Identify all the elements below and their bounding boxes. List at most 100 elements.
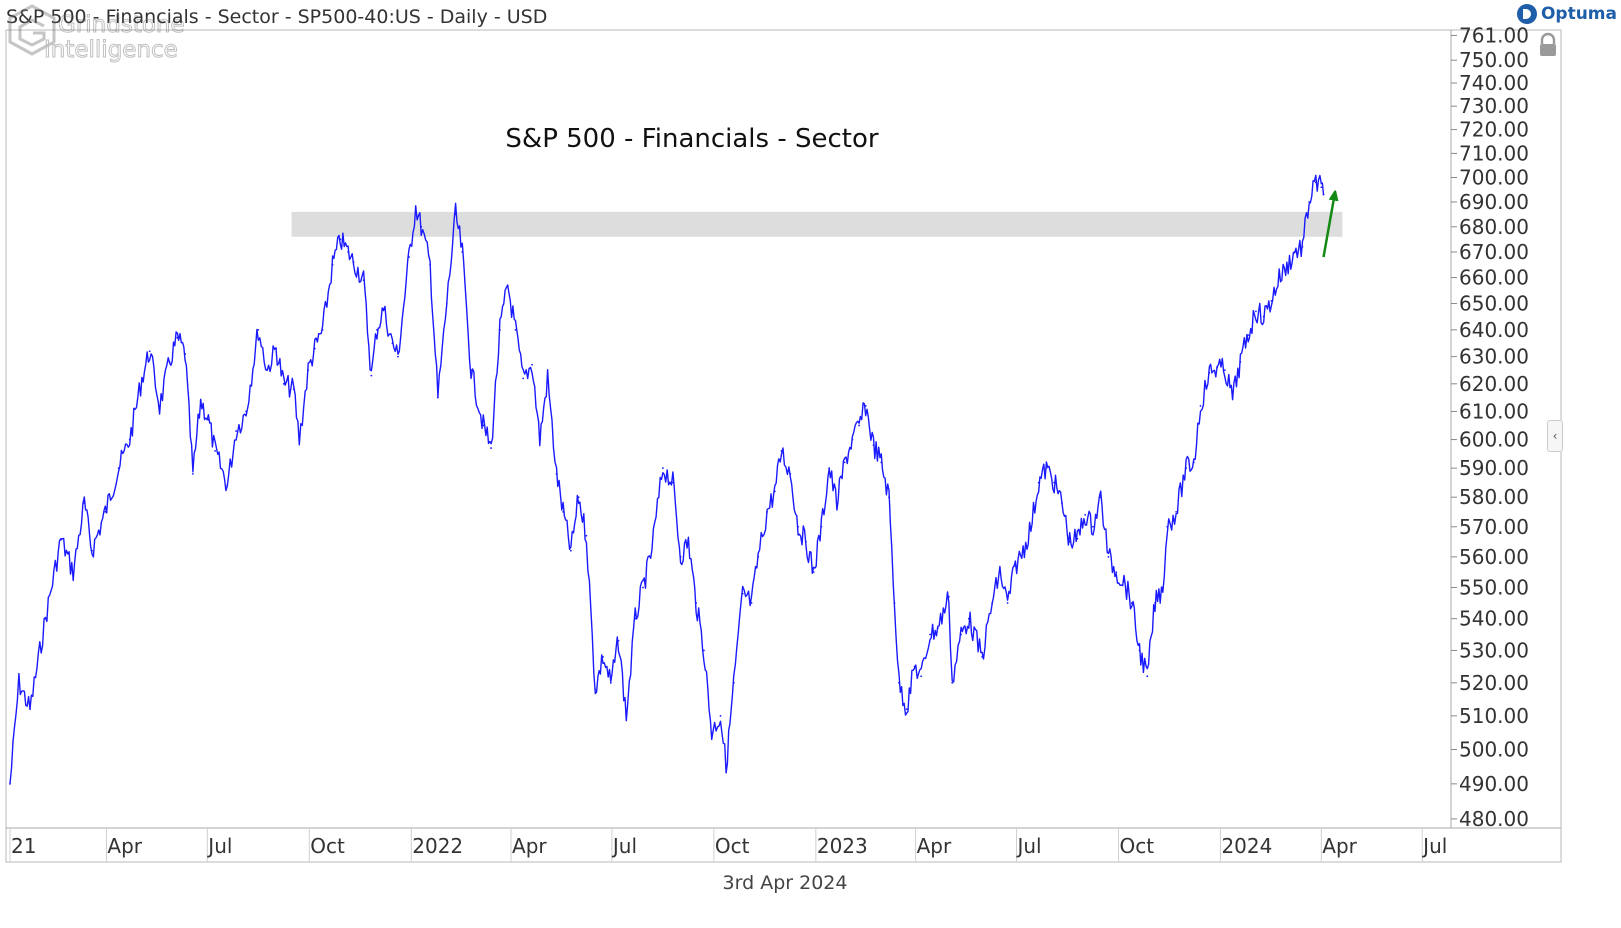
data-point <box>1014 565 1017 567</box>
y-tick-label: 530.00 <box>1459 638 1529 662</box>
data-point <box>158 404 161 407</box>
data-point <box>757 555 760 558</box>
watermark-line2: Intelligence <box>44 37 178 63</box>
data-point <box>522 377 525 380</box>
data-point <box>1107 555 1110 558</box>
optuma-logo-icon <box>1516 4 1537 24</box>
data-point <box>893 602 896 604</box>
data-point <box>1146 675 1149 678</box>
data-point <box>851 438 854 441</box>
data-point <box>1061 502 1063 504</box>
lock-icon <box>1540 32 1556 56</box>
y-tick-label: 610.00 <box>1459 399 1529 423</box>
data-point <box>128 438 131 441</box>
grindstone-logo-icon <box>8 4 56 56</box>
data-point <box>331 263 334 266</box>
data-point <box>176 336 179 339</box>
data-point <box>1099 496 1102 499</box>
collapse-panel-button[interactable]: ‹ <box>1547 420 1563 452</box>
data-point <box>872 444 875 447</box>
data-point <box>780 450 783 452</box>
chart-title: S&P 500 - Financials - Sector <box>505 124 878 154</box>
lock-button[interactable] <box>1535 32 1561 58</box>
y-tick-label: 630.00 <box>1459 345 1529 369</box>
data-point <box>1084 513 1087 516</box>
data-point <box>191 473 194 475</box>
x-tick-label: Apr <box>512 834 547 858</box>
chevron-left-icon: ‹ <box>1552 429 1558 443</box>
data-point <box>499 328 501 331</box>
data-point <box>858 424 860 427</box>
x-axis-ticks: 21 Apr Jul Oct 2022 Apr Jul Oct 2023 Apr Jul Oct 202… <box>9 828 1447 862</box>
data-point <box>1208 371 1211 374</box>
price-chart[interactable]: Grindstone Intelligence 761.00750.00740.… <box>0 0 1570 900</box>
data-point <box>828 467 831 470</box>
y-tick-label: 560.00 <box>1459 545 1529 569</box>
series-group <box>9 174 1325 785</box>
data-point <box>1154 602 1156 604</box>
x-tick-label: 2022 <box>412 834 463 858</box>
brand-name: Optuma <box>1540 4 1617 24</box>
data-point <box>1247 334 1250 337</box>
data-point <box>920 675 923 678</box>
data-point <box>199 399 202 402</box>
watermark-line1: Grindstone <box>58 12 185 38</box>
data-point <box>538 438 541 441</box>
data-point <box>60 537 62 540</box>
data-point <box>1320 186 1323 189</box>
data-point <box>617 639 620 642</box>
data-point <box>725 765 727 768</box>
data-point <box>9 782 11 785</box>
grindstone-watermark: Grindstone Intelligence <box>8 4 185 64</box>
y-tick-label: 600.00 <box>1459 428 1529 452</box>
x-tick-label: Jul <box>1421 834 1447 858</box>
data-point <box>207 418 210 421</box>
data-point <box>1130 602 1133 604</box>
data-point <box>266 369 269 372</box>
data-point <box>1192 461 1195 464</box>
data-point <box>1037 481 1040 484</box>
data-point <box>766 511 768 513</box>
data-point <box>376 328 378 331</box>
data-point <box>1092 525 1094 528</box>
data-point <box>732 681 735 684</box>
data-point <box>382 307 385 310</box>
data-point <box>602 655 604 658</box>
data-point <box>687 540 690 543</box>
y-tick-label: 720.00 <box>1459 118 1529 142</box>
data-point <box>864 404 867 407</box>
data-point <box>117 467 120 470</box>
data-point <box>257 328 260 331</box>
data-point <box>1262 315 1265 318</box>
x-tick-label: Apr <box>1322 834 1357 858</box>
data-point <box>1270 299 1273 302</box>
data-point <box>1166 525 1169 528</box>
y-tick-label: 580.00 <box>1459 485 1529 509</box>
data-point <box>702 649 705 652</box>
y-tick-label: 730.00 <box>1459 94 1529 118</box>
data-point <box>282 382 285 385</box>
data-point <box>414 205 417 208</box>
y-tick-label: 620.00 <box>1459 372 1529 396</box>
data-point <box>642 586 644 589</box>
data-point <box>275 347 277 350</box>
optuma-brand: Optuma <box>1516 2 1617 26</box>
data-point <box>741 592 744 595</box>
data-point <box>482 424 485 427</box>
data-point <box>661 467 664 470</box>
data-point <box>750 602 753 604</box>
data-point <box>562 511 565 513</box>
data-point <box>695 602 698 604</box>
x-tick-label: Apr <box>107 834 142 858</box>
y-tick-label: 660.00 <box>1459 266 1529 290</box>
data-point <box>671 481 674 484</box>
data-point <box>1239 361 1242 363</box>
data-point <box>836 502 838 504</box>
y-tick-label: 750.00 <box>1459 48 1529 72</box>
data-point <box>1216 366 1219 369</box>
data-point <box>429 263 432 266</box>
data-point <box>29 708 31 711</box>
data-point <box>391 342 394 345</box>
data-point <box>880 461 883 464</box>
data-point <box>594 688 597 691</box>
